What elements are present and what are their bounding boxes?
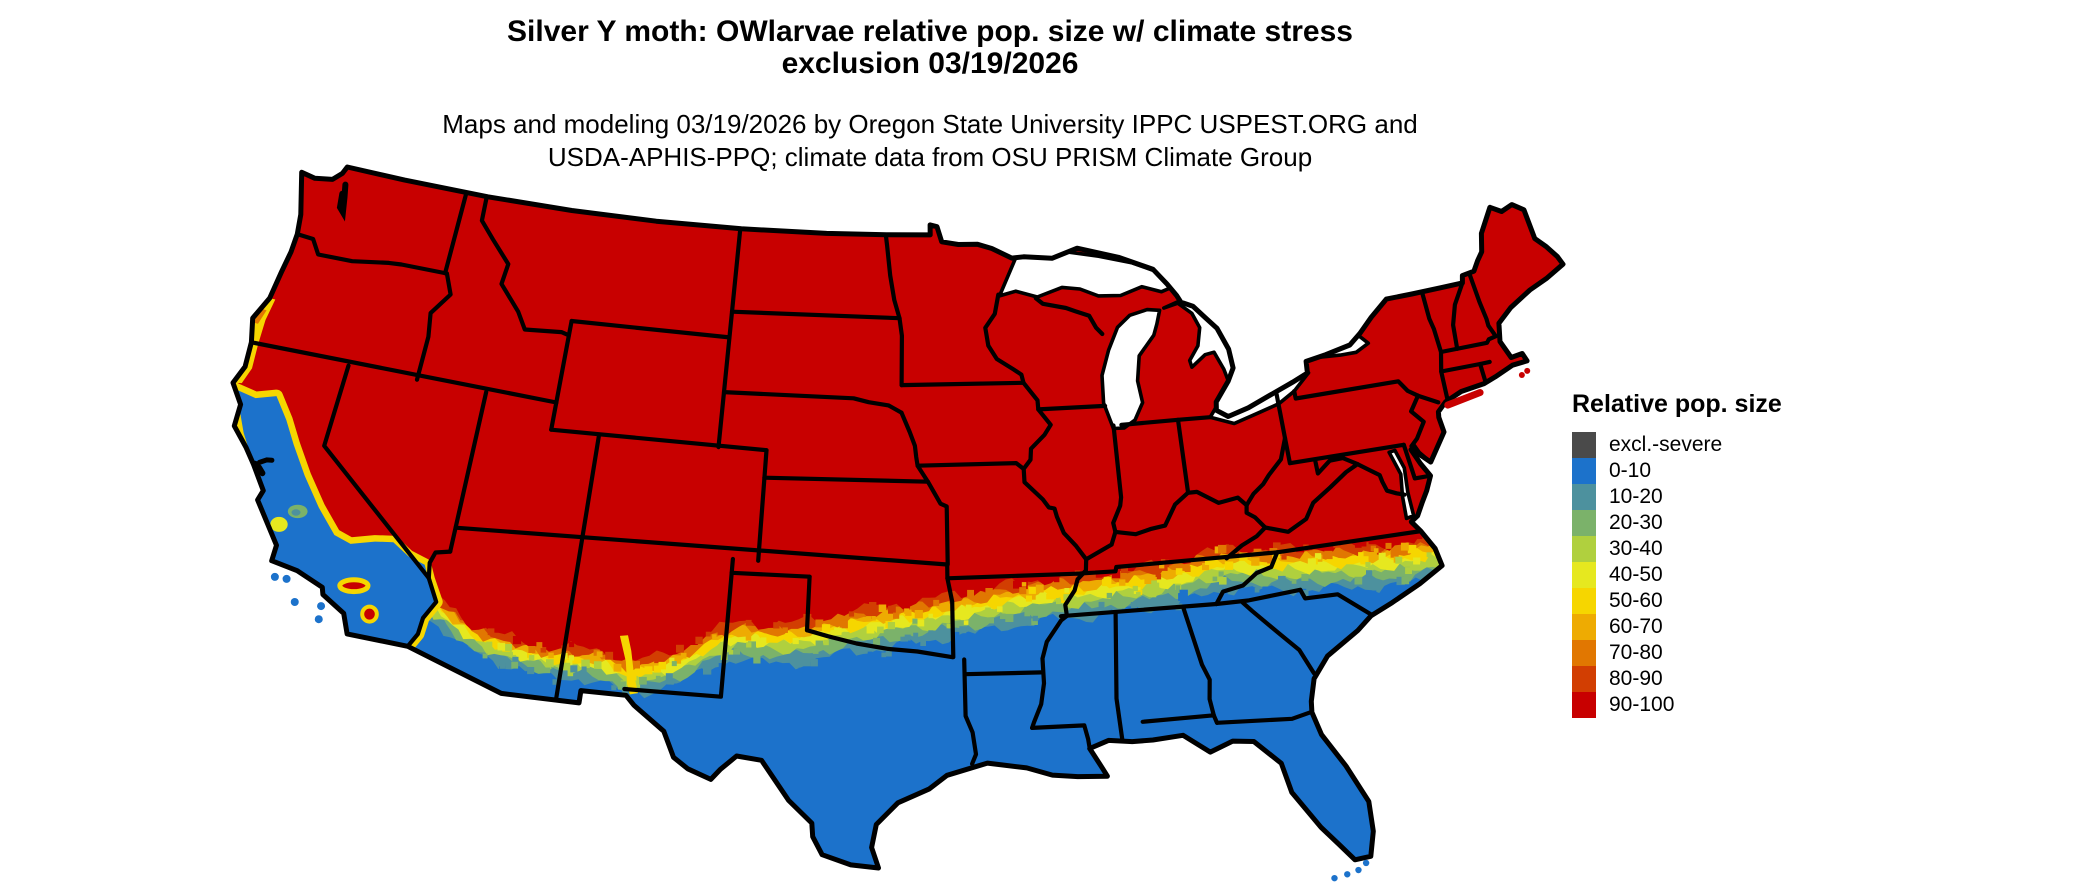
title-line-2: exclusion 03/19/2026	[781, 47, 1079, 80]
legend-label: 40-50	[1609, 563, 1663, 586]
page-title: Silver Y moth: OWlarvae relative pop. si…	[0, 16, 1860, 80]
legend-swatch	[1572, 510, 1596, 536]
legend-item: 20-30	[1572, 510, 1782, 536]
title-line-1: Silver Y moth: OWlarvae relative pop. si…	[507, 15, 1353, 48]
page-subtitle: Maps and modeling 03/19/2026 by Oregon S…	[0, 108, 1860, 174]
legend-swatch	[1572, 458, 1596, 484]
legend-item: excl.-severe	[1572, 432, 1782, 458]
legend-swatch	[1572, 640, 1596, 666]
legend-swatch	[1572, 536, 1596, 562]
legend-swatch	[1572, 614, 1596, 640]
legend-label: excl.-severe	[1609, 433, 1723, 456]
map-raster	[233, 167, 1563, 868]
legend-item: 10-20	[1572, 484, 1782, 510]
legend-label: 50-60	[1609, 589, 1663, 612]
subtitle-line-1: Maps and modeling 03/19/2026 by Oregon S…	[442, 109, 1418, 139]
legend-item: 70-80	[1572, 640, 1782, 666]
legend-swatch	[1572, 666, 1596, 692]
legend-swatch	[1572, 692, 1596, 718]
legend-label: 90-100	[1609, 693, 1675, 716]
legend-title: Relative pop. size	[1572, 390, 1782, 418]
legend-item: 80-90	[1572, 666, 1782, 692]
state-borders	[249, 190, 1498, 766]
legend-label: 20-30	[1609, 511, 1663, 534]
legend-label: 30-40	[1609, 537, 1663, 560]
legend-label: 60-70	[1609, 615, 1663, 638]
national-outline	[230, 164, 1566, 871]
subtitle-line-2: USDA-APHIS-PPQ; climate data from OSU PR…	[547, 142, 1313, 172]
legend-swatch	[1572, 484, 1596, 510]
legend-label: 80-90	[1609, 667, 1663, 690]
legend-swatch	[1572, 562, 1596, 588]
offshore-islands	[270, 367, 1531, 882]
legend-label: 0-10	[1609, 459, 1652, 482]
legend-swatch	[1572, 432, 1596, 458]
legend: Relative pop. size excl.-severe 0-10 10-20…	[1572, 390, 1782, 718]
legend-item: 50-60	[1572, 588, 1782, 614]
legend-label: 10-20	[1609, 485, 1663, 508]
legend-item: 60-70	[1572, 614, 1782, 640]
legend-swatch	[1572, 588, 1596, 614]
legend-item: 40-50	[1572, 562, 1782, 588]
legend-item: 30-40	[1572, 536, 1782, 562]
legend-items: excl.-severe 0-10 10-20 20-30 30-40 40-50 50-6…	[1572, 432, 1782, 718]
legend-label: 70-80	[1609, 641, 1663, 664]
legend-item: 0-10	[1572, 458, 1782, 484]
legend-item: 90-100	[1572, 692, 1782, 718]
